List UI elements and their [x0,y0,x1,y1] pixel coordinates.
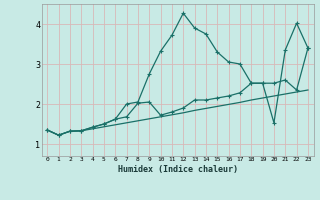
X-axis label: Humidex (Indice chaleur): Humidex (Indice chaleur) [118,165,237,174]
